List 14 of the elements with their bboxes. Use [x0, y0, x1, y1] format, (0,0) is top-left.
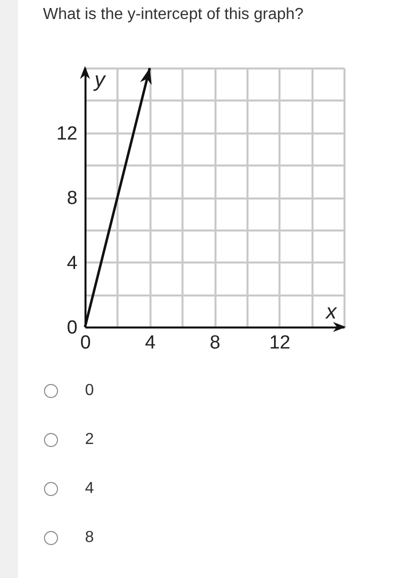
text: 2: [85, 431, 94, 449]
x-tick-label: 12: [269, 332, 290, 354]
y-tick-label: 0: [66, 318, 78, 338]
x-axis-title: x: [325, 300, 338, 324]
text: 4: [85, 480, 94, 498]
text: 8: [85, 529, 94, 547]
text: 0: [85, 382, 94, 400]
x-tick-label: 0: [80, 332, 91, 354]
x-tick-label: 4: [144, 332, 156, 354]
y-tick-label: 12: [56, 123, 78, 144]
chart-title: What is the y-intercept of this graph?: [43, 6, 304, 24]
y-tick-label: 8: [66, 188, 78, 209]
y-tick-label: 4: [66, 252, 78, 274]
x-tick-label: 8: [210, 332, 220, 354]
